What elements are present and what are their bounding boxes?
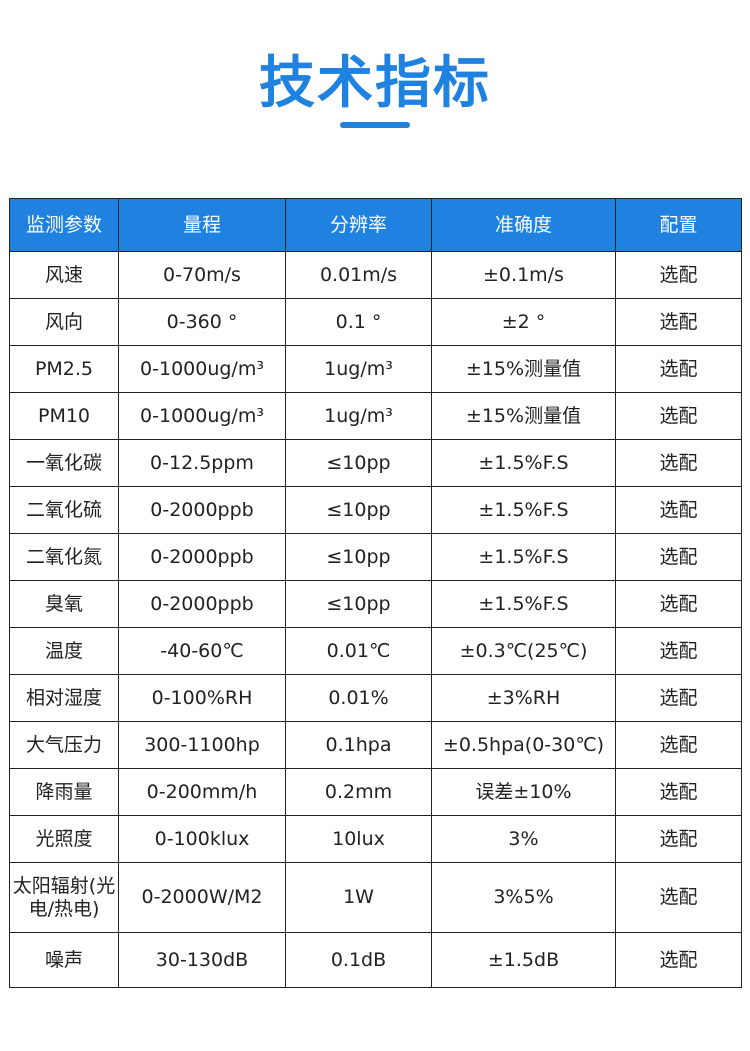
table-row: 一氧化碳 0-12.5ppm ≤10pp ±1.5%F.S 选配 (9, 439, 742, 487)
cell-resolution: ≤10pp (285, 439, 432, 487)
cell-range: 0-1000ug/m³ (118, 392, 286, 440)
table-row: 二氧化硫 0-2000ppb ≤10pp ±1.5%F.S 选配 (9, 486, 742, 534)
cell-accuracy: 3%5% (431, 862, 616, 933)
cell-accuracy: ±0.1m/s (431, 251, 616, 299)
cell-parameter: 太阳辐射(光电/热电) (9, 862, 119, 933)
cell-resolution: 0.01m/s (285, 251, 432, 299)
cell-configuration: 选配 (615, 862, 742, 933)
cell-resolution: ≤10pp (285, 580, 432, 628)
header-configuration: 配置 (615, 198, 742, 252)
cell-range: 0-70m/s (118, 251, 286, 299)
table-row: 噪声 30-130dB 0.1dB ±1.5dB 选配 (9, 932, 742, 988)
cell-accuracy: ±1.5%F.S (431, 486, 616, 534)
cell-range: 0-2000ppb (118, 580, 286, 628)
cell-parameter: PM2.5 (9, 345, 119, 393)
cell-accuracy: ±15%测量值 (431, 345, 616, 393)
cell-accuracy: ±1.5dB (431, 932, 616, 988)
cell-range: 0-360 ° (118, 298, 286, 346)
cell-range: 0-200mm/h (118, 768, 286, 816)
cell-resolution: 10lux (285, 815, 432, 863)
spec-table: 监测参数 量程 分辨率 准确度 配置 风速 0-70m/s 0.01m/s ±0.1m/s 选配… (9, 198, 742, 988)
table-row: 风向 0-360 ° 0.1 ° ±2 ° 选配 (9, 298, 742, 346)
cell-parameter: 相对湿度 (9, 674, 119, 722)
cell-range: 300-1100hp (118, 721, 286, 769)
cell-configuration: 选配 (615, 815, 742, 863)
table-row: 臭氧 0-2000ppb ≤10pp ±1.5%F.S 选配 (9, 580, 742, 628)
cell-accuracy: ±2 ° (431, 298, 616, 346)
page-title: 技术指标 (259, 51, 491, 116)
cell-range: 0-1000ug/m³ (118, 345, 286, 393)
cell-accuracy: ±1.5%F.S (431, 533, 616, 581)
cell-parameter: PM10 (9, 392, 119, 440)
table-row: PM2.5 0-1000ug/m³ 1ug/m³ ±15%测量值 选配 (9, 345, 742, 393)
cell-resolution: 0.1hpa (285, 721, 432, 769)
table-row: 大气压力 300-1100hp 0.1hpa ±0.5hpa(0-30℃) 选配 (9, 721, 742, 769)
cell-configuration: 选配 (615, 674, 742, 722)
cell-parameter: 光照度 (9, 815, 119, 863)
cell-range: 0-2000ppb (118, 486, 286, 534)
cell-accuracy: ±3%RH (431, 674, 616, 722)
table-row: 风速 0-70m/s 0.01m/s ±0.1m/s 选配 (9, 251, 742, 299)
header-parameter: 监测参数 (9, 198, 119, 252)
table-row: 相对湿度 0-100%RH 0.01% ±3%RH 选配 (9, 674, 742, 722)
cell-configuration: 选配 (615, 439, 742, 487)
cell-range: 0-100klux (118, 815, 286, 863)
cell-configuration: 选配 (615, 932, 742, 988)
cell-resolution: 0.1 ° (285, 298, 432, 346)
cell-parameter: 降雨量 (9, 768, 119, 816)
cell-configuration: 选配 (615, 345, 742, 393)
cell-range: 0-12.5ppm (118, 439, 286, 487)
table-row: 光照度 0-100klux 10lux 3% 选配 (9, 815, 742, 863)
cell-parameter: 大气压力 (9, 721, 119, 769)
cell-accuracy: ±1.5%F.S (431, 580, 616, 628)
cell-configuration: 选配 (615, 580, 742, 628)
cell-resolution: 0.01℃ (285, 627, 432, 675)
cell-resolution: ≤10pp (285, 486, 432, 534)
table-row: 降雨量 0-200mm/h 0.2mm 误差±10% 选配 (9, 768, 742, 816)
cell-configuration: 选配 (615, 768, 742, 816)
cell-configuration: 选配 (615, 533, 742, 581)
cell-accuracy: ±0.3℃(25℃) (431, 627, 616, 675)
cell-parameter: 一氧化碳 (9, 439, 119, 487)
cell-resolution: 1W (285, 862, 432, 933)
cell-accuracy: ±15%测量值 (431, 392, 616, 440)
cell-configuration: 选配 (615, 486, 742, 534)
cell-parameter: 二氧化氮 (9, 533, 119, 581)
cell-configuration: 选配 (615, 721, 742, 769)
table-header: 监测参数 量程 分辨率 准确度 配置 (9, 198, 742, 252)
cell-accuracy: ±1.5%F.S (431, 439, 616, 487)
cell-configuration: 选配 (615, 298, 742, 346)
table-row: 太阳辐射(光电/热电) 0-2000W/M2 1W 3%5% 选配 (9, 862, 742, 933)
cell-parameter: 风向 (9, 298, 119, 346)
header-accuracy: 准确度 (431, 198, 616, 252)
cell-accuracy: 3% (431, 815, 616, 863)
title-underline (340, 122, 410, 128)
cell-range: 0-2000ppb (118, 533, 286, 581)
cell-parameter: 臭氧 (9, 580, 119, 628)
cell-parameter: 风速 (9, 251, 119, 299)
cell-configuration: 选配 (615, 392, 742, 440)
cell-parameter: 二氧化硫 (9, 486, 119, 534)
cell-range: 0-100%RH (118, 674, 286, 722)
table-row: 温度 -40-60℃ 0.01℃ ±0.3℃(25℃) 选配 (9, 627, 742, 675)
cell-resolution: 1ug/m³ (285, 392, 432, 440)
cell-accuracy: ±0.5hpa(0-30℃) (431, 721, 616, 769)
cell-range: 30-130dB (118, 932, 286, 988)
table-row: 二氧化氮 0-2000ppb ≤10pp ±1.5%F.S 选配 (9, 533, 742, 581)
cell-parameter: 温度 (9, 627, 119, 675)
cell-parameter: 噪声 (9, 932, 119, 988)
cell-range: -40-60℃ (118, 627, 286, 675)
header-resolution: 分辨率 (285, 198, 432, 252)
cell-accuracy: 误差±10% (431, 768, 616, 816)
cell-resolution: 0.01% (285, 674, 432, 722)
cell-resolution: ≤10pp (285, 533, 432, 581)
cell-resolution: 0.2mm (285, 768, 432, 816)
table-row: PM10 0-1000ug/m³ 1ug/m³ ±15%测量值 选配 (9, 392, 742, 440)
cell-resolution: 1ug/m³ (285, 345, 432, 393)
cell-configuration: 选配 (615, 627, 742, 675)
cell-range: 0-2000W/M2 (118, 862, 286, 933)
header-range: 量程 (118, 198, 286, 252)
cell-configuration: 选配 (615, 251, 742, 299)
cell-resolution: 0.1dB (285, 932, 432, 988)
